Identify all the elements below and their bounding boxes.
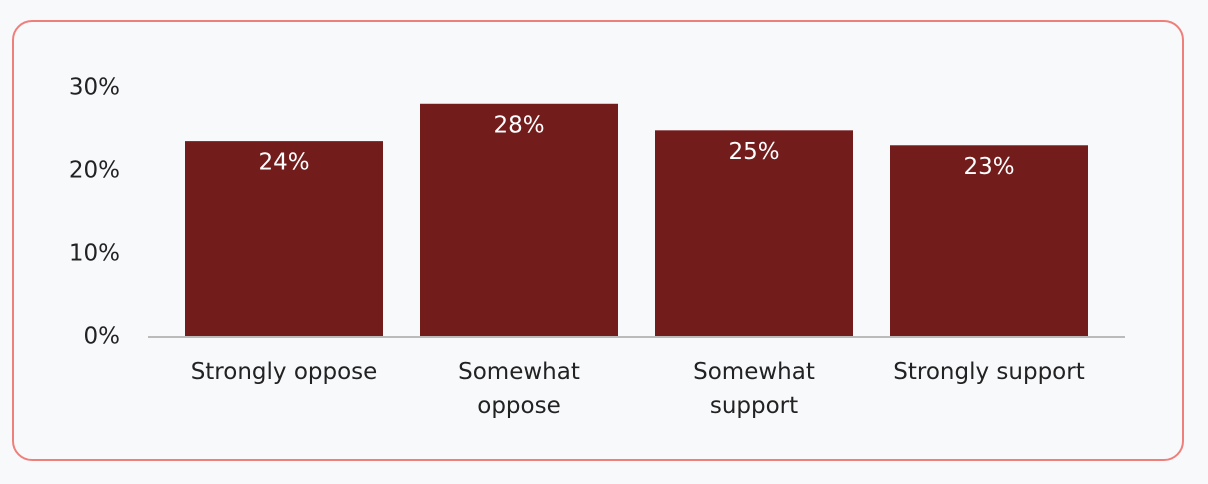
bar (420, 103, 618, 338)
y-tick-label: 20% (69, 158, 120, 184)
value-label: 28% (493, 112, 544, 138)
x-tick-label: Strongly support (893, 359, 1085, 385)
bar (185, 141, 383, 337)
x-tick-label: Strongly oppose (190, 359, 378, 385)
y-tick-label: 10% (69, 241, 120, 267)
bar (655, 130, 853, 337)
value-label: 24% (258, 150, 309, 176)
value-label: 25% (728, 139, 779, 165)
bar (890, 145, 1088, 337)
y-tick-label: 30% (69, 75, 120, 101)
y-tick-label: 0% (84, 324, 121, 350)
x-tick-label: Somewhat oppose (458, 359, 580, 419)
x-tick-label: Somewhat support (693, 359, 815, 419)
value-label: 23% (963, 154, 1014, 180)
chart-card (12, 20, 1184, 461)
